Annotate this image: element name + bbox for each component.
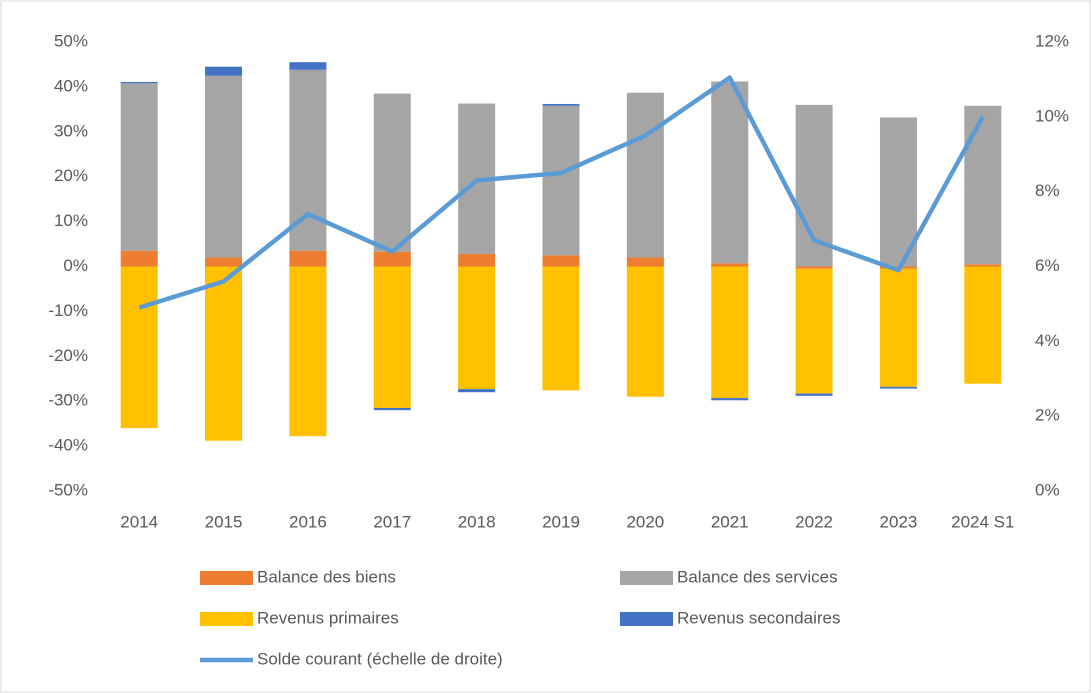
y-tick-label: -30% <box>48 391 88 410</box>
x-tick-label: 2017 <box>373 512 411 531</box>
bar-segment <box>458 253 496 267</box>
bar-segment <box>289 62 327 70</box>
y2-tick-label: 0% <box>1035 480 1060 499</box>
bar-segment <box>205 66 243 76</box>
x-tick-label: 2015 <box>205 512 243 531</box>
bar-segment <box>373 407 411 411</box>
bar-segment <box>373 251 411 267</box>
bar-segment <box>289 266 327 437</box>
bar-segment <box>205 266 243 441</box>
bar-segment <box>205 257 243 267</box>
x-tick-label: 2018 <box>458 512 496 531</box>
legend-label: Revenus primaires <box>257 608 399 627</box>
bar-segment <box>711 263 749 267</box>
legend-label: Balance des biens <box>257 567 396 586</box>
x-tick-label: 2019 <box>542 512 580 531</box>
bar-segment <box>795 266 833 269</box>
y2-tick-label: 2% <box>1035 406 1060 425</box>
bar-segment <box>879 386 917 389</box>
legend-label: Revenus secondaires <box>677 608 840 627</box>
bar-segment <box>542 103 580 106</box>
legend-swatch <box>200 612 253 626</box>
x-tick-label: 2014 <box>120 512 158 531</box>
legend-label: Balance des services <box>677 567 838 586</box>
x-tick-label: 2020 <box>626 512 664 531</box>
x-tick-label: 2024 S1 <box>951 512 1014 531</box>
bar-segment <box>879 117 917 267</box>
bar-segment <box>626 92 664 258</box>
y2-tick-label: 12% <box>1035 31 1069 50</box>
line-series <box>138 75 985 310</box>
y2-tick-label: 10% <box>1035 106 1069 125</box>
x-tick-label: 2021 <box>711 512 749 531</box>
bar-segment <box>795 268 833 394</box>
bar-segment <box>542 105 580 256</box>
bar-segment <box>964 264 1002 267</box>
bar-segment <box>964 105 1002 265</box>
y-tick-label: 0% <box>63 256 88 275</box>
bar-segment <box>626 266 664 397</box>
bar-segment <box>458 266 496 390</box>
bar-segment <box>120 81 158 84</box>
bar-segment <box>711 398 749 401</box>
bar-segment <box>964 266 1002 384</box>
bar-segment <box>626 257 664 267</box>
y-tick-label: 10% <box>54 211 88 230</box>
legend-swatch <box>200 571 253 585</box>
bar-segment <box>120 83 158 251</box>
legend-swatch <box>620 612 673 626</box>
bar-segment <box>879 268 917 387</box>
bar-segment <box>795 393 833 396</box>
y-tick-label: 50% <box>54 31 88 50</box>
bar-segment <box>205 75 243 258</box>
y-tick-label: 40% <box>54 76 88 95</box>
y2-tick-label: 8% <box>1035 181 1060 200</box>
bar-segment <box>289 250 327 267</box>
bar-segment <box>373 266 411 408</box>
y-tick-label: -20% <box>48 346 88 365</box>
bar-segment <box>711 266 749 399</box>
y-tick-label: -40% <box>48 436 88 455</box>
bar-segment <box>120 266 158 429</box>
y-tick-label: 20% <box>54 166 88 185</box>
bar-segment <box>373 93 411 252</box>
y-tick-label: -10% <box>48 301 88 320</box>
y2-tick-label: 6% <box>1035 256 1060 275</box>
legend-label: Solde courant (échelle de droite) <box>257 649 503 668</box>
bar-segment <box>542 266 580 391</box>
x-tick-label: 2023 <box>880 512 918 531</box>
bar-segment <box>711 81 749 264</box>
bar-segment <box>458 389 496 393</box>
legend-swatch <box>620 571 673 585</box>
y2-tick-label: 4% <box>1035 331 1060 350</box>
bar-segment <box>542 255 580 267</box>
y-tick-label: -50% <box>48 480 88 499</box>
bar-segment <box>120 250 158 267</box>
x-tick-label: 2022 <box>795 512 833 531</box>
y-tick-label: 30% <box>54 121 88 140</box>
x-tick-label: 2016 <box>289 512 327 531</box>
